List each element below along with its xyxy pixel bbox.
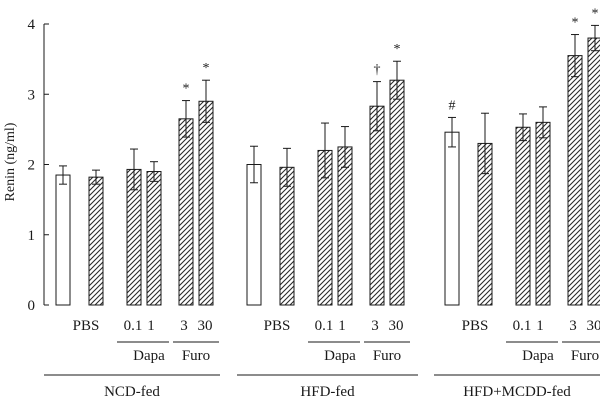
pbs-label: PBS [73,318,100,334]
bar [146,171,162,306]
bar [279,166,295,306]
significance-mark: * [203,61,210,76]
furo-dose-label: 30 [198,318,213,334]
significance-mark: * [394,42,401,57]
group-label: HFD-fed [300,384,355,400]
bar [567,55,583,306]
y-axis-label: Renin (ng/ml) [3,122,18,201]
bar [55,174,71,306]
furo-label: Furo [571,348,599,364]
pbs-label: PBS [264,318,291,334]
bar [198,100,214,306]
dapa-label: Dapa [133,348,165,364]
furo-dose-label: 3 [180,318,188,334]
significance-mark: * [572,16,579,31]
furo-dose-label: 3 [371,318,379,334]
pbs-label: PBS [462,318,489,334]
furo-label: Furo [373,348,401,364]
y-tick-label: 2 [28,158,36,174]
furo-label: Furo [182,348,210,364]
y-axis: 0 1 2 3 4 [28,17,49,314]
bar [369,105,385,306]
bar [246,164,262,306]
bar [535,121,551,306]
bar [587,37,600,306]
furo-dose-label: 30 [389,318,404,334]
bar [88,176,104,306]
dapa-dose-label: 1 [147,318,155,334]
furo-dose-label: 30 [587,318,600,334]
y-tick-label: 4 [28,17,36,33]
bar [515,126,531,306]
dapa-dose-label: 1 [536,318,544,334]
significance-mark: # [449,98,456,113]
y-tick-label: 1 [28,228,36,244]
significance-mark: * [183,82,190,97]
dapa-dose-label: 0.1 [513,318,532,334]
dapa-label: Dapa [324,348,356,364]
furo-dose-label: 3 [569,318,577,334]
group-label: HFD+MCDD-fed [463,384,571,400]
dapa-dose-label: 1 [338,318,346,334]
significance-mark: † [374,63,381,78]
dapa-dose-label: 0.1 [315,318,334,334]
significance-mark: * [592,6,599,21]
group-label: NCD-fed [104,384,160,400]
bar [337,146,353,306]
y-tick-label: 0 [28,298,36,314]
bars-layer: * * † * # * * [55,6,600,306]
bar [389,79,405,306]
bar [178,118,194,306]
dapa-label: Dapa [522,348,554,364]
dapa-dose-label: 0.1 [124,318,143,334]
y-tick-label: 3 [28,87,36,103]
bar [444,131,460,306]
